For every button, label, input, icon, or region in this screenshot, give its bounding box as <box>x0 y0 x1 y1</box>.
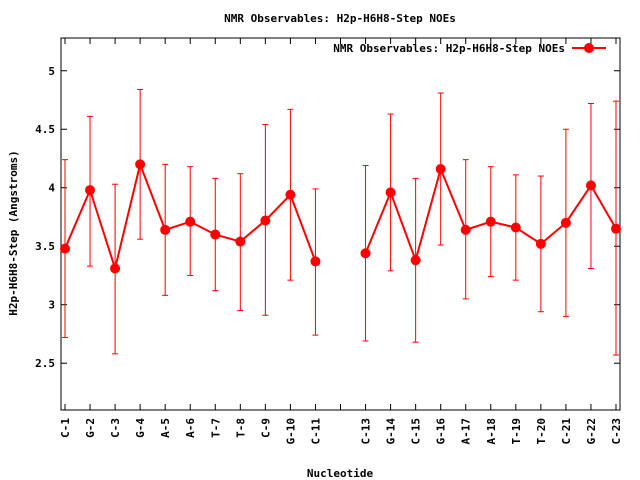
x-tick-label: C-21 <box>560 418 573 445</box>
data-point <box>110 263 121 274</box>
data-point <box>60 243 70 254</box>
y-tick-label: 3.5 <box>35 240 55 253</box>
legend: NMR Observables: H2p-H6H8-Step NOEs <box>333 42 606 55</box>
data-point <box>585 180 596 191</box>
x-tick-label: C-1 <box>59 418 72 438</box>
x-axis-ticks: C-1 G-2 C-3 G-4 A-5 A-6 T-7 T-8 C-9 G-10 C-11 C-13 G… <box>59 38 623 445</box>
data-point <box>611 223 621 234</box>
x-tick-label: C-23 <box>610 418 623 445</box>
x-tick-label: G-16 <box>435 418 448 445</box>
x-tick-label: T-7 <box>209 418 222 438</box>
data-point <box>485 216 496 227</box>
x-tick-label: T-20 <box>535 418 548 445</box>
data-point <box>135 159 146 170</box>
data-point <box>210 229 221 240</box>
x-tick-label: G-2 <box>84 418 97 438</box>
x-tick-label: A-18 <box>485 418 498 445</box>
data-point <box>435 164 446 175</box>
x-tick-label: G-14 <box>385 418 398 445</box>
x-tick-label: A-5 <box>159 418 172 438</box>
x-tick-label: G-22 <box>585 418 598 445</box>
series-line <box>64 160 617 273</box>
data-point <box>310 256 321 267</box>
x-tick-label: T-19 <box>510 418 523 445</box>
data-point <box>560 217 571 228</box>
data-point <box>260 215 271 226</box>
y-axis-ticks: 2.5 3 3.5 4 4.5 5 <box>35 65 620 370</box>
data-point <box>85 185 96 196</box>
x-tick-label: C-11 <box>309 418 322 445</box>
x-axis-label: Nucleotide <box>307 467 374 480</box>
y-tick-label: 5 <box>48 65 55 78</box>
x-tick-label: A-6 <box>184 418 197 438</box>
y-axis-label: H2p-H6H8-Step (Angstroms) <box>7 150 20 316</box>
series-points <box>60 159 621 274</box>
data-point <box>235 236 246 247</box>
x-tick-label: C-13 <box>360 418 373 445</box>
plot-frame <box>60 37 621 411</box>
data-point <box>460 224 471 235</box>
x-tick-label: G-10 <box>284 418 297 445</box>
data-point <box>285 189 296 200</box>
data-point <box>185 216 196 227</box>
error-bars <box>62 88 619 356</box>
x-tick-label: G-4 <box>134 418 147 438</box>
y-tick-label: 2.5 <box>35 357 55 370</box>
x-tick-label: C-3 <box>109 418 122 438</box>
data-point <box>160 224 171 235</box>
data-point <box>535 238 546 249</box>
plot-border <box>60 37 621 411</box>
data-point <box>410 255 421 266</box>
data-point <box>510 222 521 233</box>
legend-label: NMR Observables: H2p-H6H8-Step NOEs <box>333 42 565 55</box>
x-tick-label: T-8 <box>234 418 247 438</box>
y-tick-label: 3 <box>48 299 55 312</box>
x-tick-label: C-9 <box>259 418 272 438</box>
data-point <box>360 248 371 259</box>
y-tick-label: 4.5 <box>35 123 55 136</box>
chart-title: NMR Observables: H2p-H6H8-Step NOEs <box>224 12 456 25</box>
legend-marker <box>584 43 594 53</box>
x-tick-label: C-15 <box>410 418 423 445</box>
data-point <box>385 187 396 198</box>
y-tick-label: 4 <box>48 182 55 195</box>
x-tick-label: A-17 <box>460 418 473 445</box>
